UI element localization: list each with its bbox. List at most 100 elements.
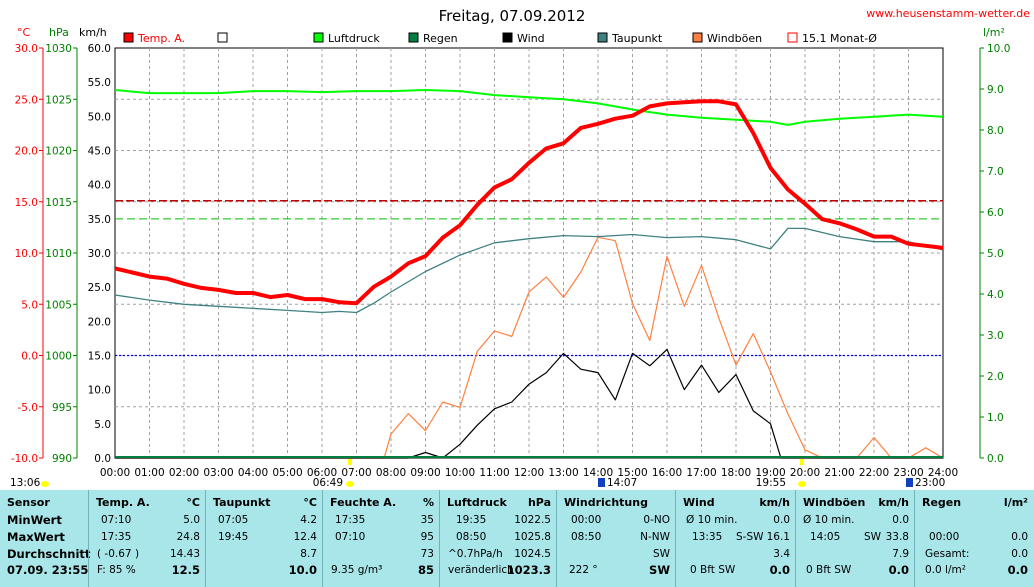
wind-tick-label: 45.0 bbox=[88, 146, 111, 158]
rain-tick-label: 4.0 bbox=[987, 289, 1004, 301]
press-avg-note: ^0.7hPa/h bbox=[448, 548, 503, 560]
legend-swatch bbox=[787, 32, 798, 43]
dew-now-value: 10.0 bbox=[288, 563, 317, 577]
wind-tick-label: 20.0 bbox=[88, 316, 111, 328]
hum-unit: % bbox=[422, 496, 434, 509]
row-label-max: MaxWert bbox=[7, 530, 65, 544]
x-tick-label: 09:00 bbox=[410, 467, 440, 479]
col-wind: Wind km/h Ø 10 min. 0.0 13:35 S-SW 16.1 … bbox=[675, 490, 796, 587]
legend-label: Taupunkt bbox=[611, 32, 663, 45]
rain-max-value: 0.0 bbox=[1011, 531, 1028, 543]
temp-tick-label: 25.0 bbox=[15, 94, 38, 106]
hum-min-time: 17:35 bbox=[335, 514, 366, 526]
dew-avg-value: 8.7 bbox=[300, 548, 317, 560]
rain-tick-label: 6.0 bbox=[987, 207, 1004, 219]
legend-swatch bbox=[313, 32, 324, 43]
legend-swatch bbox=[408, 32, 419, 43]
press-header: Luftdruck bbox=[447, 496, 507, 509]
legend-swatch bbox=[123, 32, 134, 43]
legend-swatch bbox=[217, 32, 228, 43]
pressure-tick-label: 1025 bbox=[45, 94, 72, 106]
sunrise-axis-marker bbox=[348, 459, 352, 465]
temp-now-note: F: 85 % bbox=[97, 564, 136, 576]
wdir-header: Windrichtung bbox=[564, 496, 648, 509]
sun-icon bbox=[41, 481, 49, 487]
rain-tick-label: 9.0 bbox=[987, 84, 1004, 96]
x-tick-label: 06:00 bbox=[307, 467, 337, 479]
wdir-now-note: 222 ° bbox=[569, 564, 598, 576]
pressure-tick-label: 1030 bbox=[45, 43, 72, 55]
gust-max-dir: SW bbox=[864, 531, 882, 543]
x-tick-label: 17:00 bbox=[686, 467, 716, 479]
hum-avg-value: 73 bbox=[420, 548, 434, 560]
rain-header: Regen bbox=[922, 496, 962, 509]
col-humidity: Feuchte A. % 17:35 35 07:10 95 73 9.35 g… bbox=[322, 490, 440, 587]
x-tick-label: 15:00 bbox=[617, 467, 647, 479]
rain-tick-label: 0.0 bbox=[987, 453, 1004, 465]
rain-unit: l/m² bbox=[1003, 496, 1028, 509]
legend-swatch bbox=[597, 32, 608, 43]
sun-time-start: 13:06 bbox=[10, 477, 41, 489]
row-label-now: 07.09. 23:55 bbox=[7, 563, 89, 577]
wind-max-time: 13:35 bbox=[692, 531, 723, 543]
press-now-note: veränderlich bbox=[448, 564, 514, 576]
legend-label: 15.1 Monat-Ø bbox=[802, 32, 877, 45]
col-wind-direction: Windrichtung 00:00 0-NO 08:50 N-NW SW 22… bbox=[556, 490, 676, 587]
wind-tick-label: 30.0 bbox=[88, 248, 111, 260]
gust-max-time: 14:05 bbox=[810, 531, 841, 543]
x-tick-label: 10:00 bbox=[445, 467, 475, 479]
x-tick-label: 08:00 bbox=[376, 467, 406, 479]
temp-unit: °C bbox=[186, 496, 200, 509]
rain-tick-label: 3.0 bbox=[987, 330, 1004, 342]
press-min-value: 1022.5 bbox=[514, 514, 551, 526]
legend-swatch bbox=[502, 32, 513, 43]
temp-now-value: 12.5 bbox=[171, 563, 200, 577]
press-min-time: 19:35 bbox=[456, 514, 487, 526]
series-taupunkt bbox=[114, 227, 944, 314]
website-label: www.heusenstamm-wetter.de bbox=[866, 7, 1030, 20]
wind-header: Wind bbox=[683, 496, 715, 509]
x-tick-label: 24:00 bbox=[928, 467, 958, 479]
x-tick-label: 22:00 bbox=[859, 467, 889, 479]
hum-max-value: 95 bbox=[420, 531, 434, 543]
dew-min-time: 07:05 bbox=[218, 514, 249, 526]
rain-now-value: 0.0 bbox=[1007, 563, 1028, 577]
rain-tick-label: 2.0 bbox=[987, 371, 1004, 383]
max-temp-marker-icon bbox=[598, 478, 605, 487]
series-wind bbox=[115, 348, 943, 459]
temp-avg-note: ( -0.67 ) bbox=[97, 548, 140, 560]
pressure-tick-label: 990 bbox=[52, 453, 72, 465]
temp-tick-label: 10.0 bbox=[15, 248, 38, 260]
x-tick-label: 02:00 bbox=[169, 467, 199, 479]
col-dewpoint: Taupunkt °C 07:05 4.2 19:45 12.4 8.7 10.… bbox=[205, 490, 323, 587]
x-tick-label: 00:00 bbox=[100, 467, 130, 479]
rain-tick-label: 10.0 bbox=[987, 43, 1010, 55]
temp-tick-label: -5.0 bbox=[18, 402, 39, 414]
col-temp: Temp. A. °C 07:10 5.0 17:35 24.8 ( -0.67… bbox=[88, 490, 206, 587]
press-unit: hPa bbox=[527, 496, 551, 509]
x-tick-label: 23:00 bbox=[893, 467, 923, 479]
sunrise-time: 06:49 bbox=[313, 477, 343, 489]
x-tick-label: 12:00 bbox=[514, 467, 544, 479]
pressure-axis-unit: hPa bbox=[49, 26, 69, 39]
gust-now-note: 0 Bft SW bbox=[806, 564, 852, 576]
statistics-table: Sensor MinWert MaxWert Durchschnitt 07.0… bbox=[0, 490, 1034, 587]
temp-tick-label: -10.0 bbox=[11, 453, 38, 465]
gust-min-time: Ø 10 min. bbox=[803, 514, 855, 526]
pressure-tick-label: 1000 bbox=[45, 351, 72, 363]
rain-axis-unit: l/m² bbox=[983, 26, 1005, 39]
pressure-tick-label: 1020 bbox=[45, 146, 72, 158]
gust-now-value: 0.0 bbox=[888, 563, 909, 577]
gust-header: Windböen bbox=[803, 496, 866, 509]
series-temp-a bbox=[114, 99, 944, 306]
rain-now-note: 0.0 l/m² bbox=[925, 564, 966, 576]
col-rain: Regen l/m² 00:00 0.0 Gesamt: 0.0 0.0 l/m… bbox=[914, 490, 1034, 587]
gust-max-value: 33.8 bbox=[885, 531, 909, 543]
temp-min-value: 5.0 bbox=[183, 514, 200, 526]
rain-avg-value: 0.0 bbox=[1011, 548, 1028, 560]
chart-title: Freitag, 07.09.2012 bbox=[439, 7, 586, 25]
press-avg-value: 1024.5 bbox=[514, 548, 551, 560]
rain-tick-label: 5.0 bbox=[987, 248, 1004, 260]
rain-avg-note: Gesamt: bbox=[925, 548, 970, 560]
dew-unit: °C bbox=[303, 496, 317, 509]
